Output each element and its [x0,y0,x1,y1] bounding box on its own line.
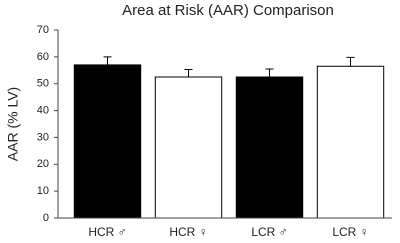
x-tick-label: HCR ♂ [88,225,126,239]
y-tick-label: 50 [37,78,49,90]
y-tick-label: 0 [43,212,49,224]
chart-title: Area at Risk (AAR) Comparison [122,2,334,19]
bar [316,65,385,219]
error-bar [184,68,193,77]
y-axis-label: AAR (% LV) [5,87,21,161]
x-tick-label: LCR ♀ [332,225,368,239]
y-tick-label: 20 [37,158,49,170]
y-tick-label: 10 [37,185,49,197]
bar [235,76,304,219]
bar [73,64,142,219]
y-tick-label: 30 [37,131,49,143]
x-tick-label: HCR ♀ [169,225,207,239]
error-bar [265,68,274,77]
x-tick-label: LCR ♂ [251,225,287,239]
bar [154,76,223,219]
y-tick-label: 70 [37,24,49,36]
error-bar [103,56,112,65]
y-tick-label: 60 [37,51,49,63]
error-bar [346,56,355,67]
y-tick-label: 40 [37,104,49,116]
